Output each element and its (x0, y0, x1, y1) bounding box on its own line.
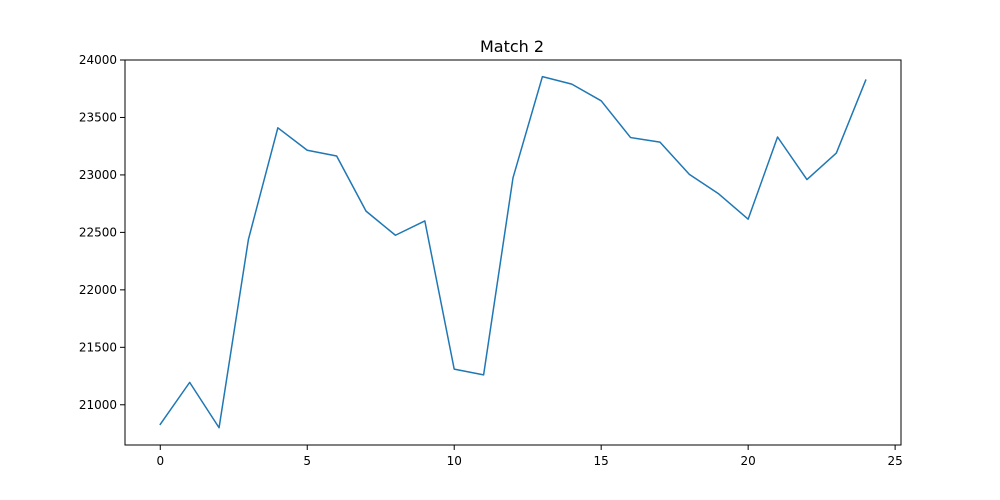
chart-title: Match 2 (480, 37, 544, 56)
x-tick-label: 15 (594, 454, 609, 468)
x-tick-label: 5 (303, 454, 311, 468)
y-tick-label: 21500 (79, 340, 117, 354)
x-tick-label: 0 (156, 454, 164, 468)
y-tick-label: 23000 (79, 168, 117, 182)
plot-frame (124, 59, 902, 446)
x-axis: 0 5 10 15 20 25 (156, 445, 903, 468)
x-tick-label: 20 (741, 454, 756, 468)
y-axis: 21000 21500 22000 22500 23000 23500 24000 (79, 53, 125, 412)
x-tick-label: 10 (447, 454, 462, 468)
y-tick-label: 23500 (79, 110, 117, 124)
x-tick-label: 25 (887, 454, 902, 468)
y-tick-label: 24000 (79, 53, 117, 67)
series-line-0 (159, 75, 867, 429)
plot-area (124, 59, 902, 446)
y-tick-label: 22500 (79, 225, 117, 239)
y-tick-label: 21000 (79, 398, 117, 412)
y-tick-label: 22000 (79, 283, 117, 297)
series-layer (159, 75, 867, 429)
